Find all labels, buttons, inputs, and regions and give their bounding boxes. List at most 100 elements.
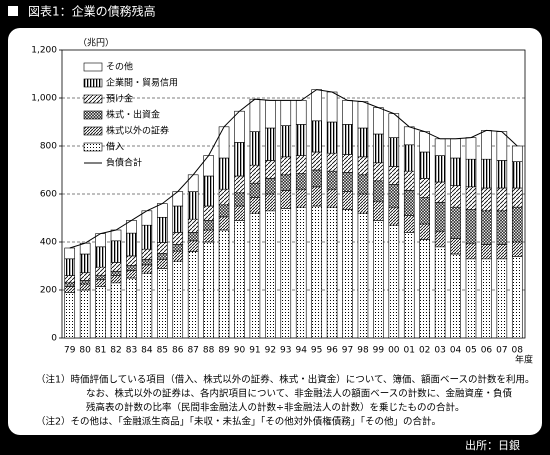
bar-segment [311, 186, 322, 207]
bar-segment [388, 184, 400, 208]
bar-segment [126, 270, 137, 279]
bar-segment [218, 216, 230, 231]
bar-segment [357, 174, 369, 195]
bar-segment [95, 279, 106, 287]
bar-segment [172, 244, 184, 252]
x-tick-label: 00 [388, 346, 400, 356]
bar-segment [357, 193, 369, 214]
bar-segment [79, 280, 91, 285]
bar-segment [79, 272, 91, 281]
bar-segment [465, 186, 477, 210]
bar-segment [172, 250, 184, 262]
y-tick-label: 800 [40, 142, 57, 152]
bar-segment [79, 283, 91, 291]
total-line [69, 89, 518, 249]
bar-segment [419, 197, 430, 225]
bar-segment [419, 178, 430, 198]
bar-segment [110, 270, 122, 276]
x-tick-label: 83 [126, 346, 137, 356]
bar-segment [218, 157, 230, 190]
bar-segment [110, 240, 122, 263]
bar-segment [64, 286, 76, 293]
bar-segment [234, 175, 245, 194]
legend-swatch [83, 94, 103, 104]
bar-segment [280, 174, 292, 191]
bar-segment [434, 181, 446, 203]
bar-segment [342, 124, 353, 155]
bar-segment [280, 190, 292, 209]
x-tick-label: 08 [512, 346, 524, 356]
bar-segment [388, 206, 400, 226]
bar-segment [187, 240, 199, 252]
legend-label: 負債合計 [106, 157, 142, 169]
bar-segment [157, 242, 168, 254]
bar-segment [481, 158, 492, 189]
source: 出所：日銀 [465, 438, 520, 452]
bar-segment [64, 282, 76, 287]
x-tick-label: 96 [326, 346, 338, 356]
bar-segment [295, 206, 307, 339]
bar-segment [326, 152, 338, 172]
x-tick-label: 87 [187, 346, 198, 356]
x-tick-label: 92 [265, 346, 276, 356]
bar-segment [419, 131, 430, 153]
x-tick-label: 06 [481, 346, 493, 356]
bar-segment [403, 170, 415, 191]
bar-segment [172, 205, 184, 233]
x-tick-label: 81 [95, 346, 106, 356]
x-tick-label: 93 [280, 346, 291, 356]
bar-segment [450, 253, 461, 339]
note: なお、株式以外の証券は、各内訳項目について、非金融法人の額面ベースの計数に、金融… [86, 388, 512, 400]
bar-segment [141, 224, 153, 250]
x-tick-label: 04 [450, 346, 462, 356]
bar-segment [434, 155, 446, 183]
bar-segment [157, 252, 168, 260]
bar-segment [234, 192, 245, 207]
bar-segment [265, 127, 276, 161]
x-tick-label: 03 [434, 346, 445, 356]
bar-segment [249, 98, 261, 132]
bar-segment [141, 272, 153, 339]
x-tick-label: 98 [357, 346, 369, 356]
bar-segment [311, 205, 322, 339]
bar-segment [265, 178, 276, 195]
bar-segment [403, 215, 415, 233]
bar-segment [342, 172, 353, 192]
x-tick-label: 05 [465, 346, 476, 356]
bar-segment [126, 255, 137, 266]
bar-segment [342, 154, 353, 173]
bar-segment [357, 101, 369, 129]
bar-segment [172, 232, 184, 245]
bar-segment [249, 164, 261, 184]
x-tick-label: 82 [110, 346, 121, 356]
bar-segment [187, 218, 199, 233]
bar-segment [511, 256, 523, 339]
bar-segment [126, 277, 137, 339]
bar-segment [496, 210, 508, 245]
legend-swatch [83, 78, 103, 88]
bar-segment [434, 202, 446, 232]
bar-segment [357, 212, 369, 339]
bar-segment [157, 268, 168, 339]
bar-segment [511, 161, 523, 189]
bar-segment [280, 156, 292, 176]
legend-swatch [83, 62, 103, 72]
bar-segment [157, 216, 168, 243]
bar-segment [450, 185, 461, 208]
legend-label: 企業間・貿易信用 [106, 77, 178, 89]
bar-segment [265, 100, 276, 129]
bar-segment [203, 241, 214, 339]
bar-segment [95, 266, 106, 276]
y-tick-label: 400 [40, 238, 57, 248]
bar-segment [511, 241, 523, 257]
y-tick-label: 1,200 [31, 46, 57, 56]
x-tick-label: 85 [157, 346, 168, 356]
x-tick-label: 79 [64, 346, 76, 356]
title-marker [8, 6, 18, 16]
bar-segment [481, 187, 492, 212]
legend-label: 借入 [106, 141, 124, 153]
bar-segment [126, 265, 137, 271]
bar-segment [465, 137, 477, 160]
y-tick-label: 1,000 [31, 94, 57, 104]
